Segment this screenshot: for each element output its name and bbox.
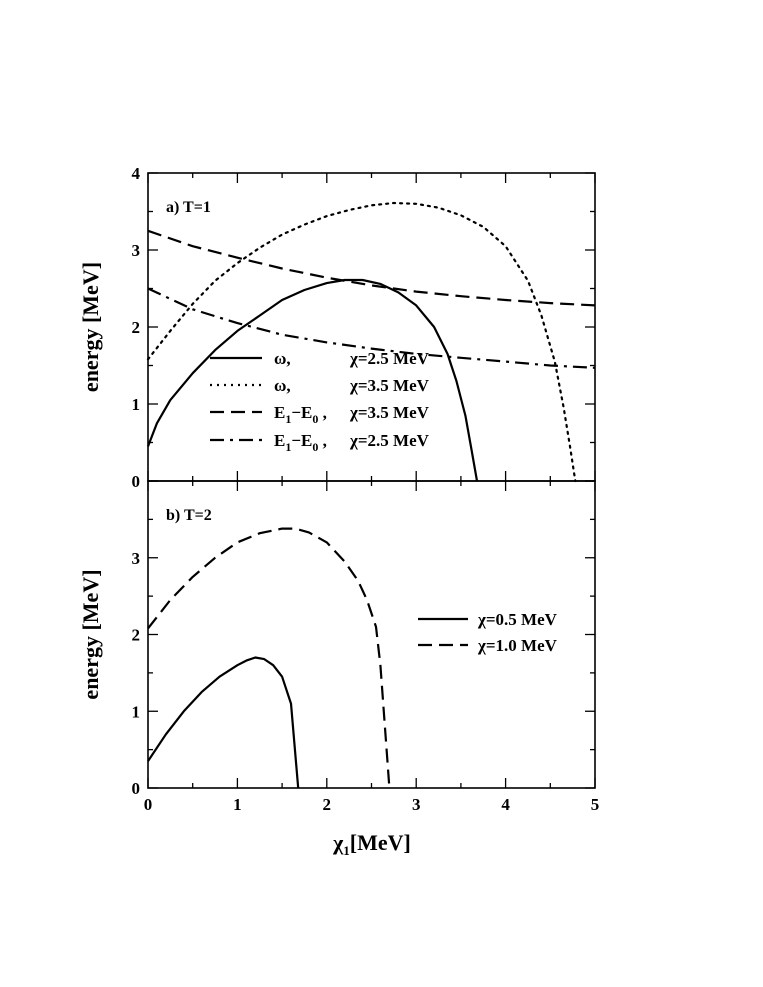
legend-param-3: χ=2.5 MeV: [349, 431, 430, 450]
panel-b-label: b) T=2: [166, 507, 212, 524]
legend-symbol-3: E1−E0 ,: [274, 431, 327, 454]
x-tick-label: 5: [591, 795, 600, 814]
panel-b-ticks: [147, 480, 596, 789]
x-tick-label: 1: [233, 795, 242, 814]
panel-b-curves: [147, 527, 391, 789]
x-tick-label: 0: [144, 795, 153, 814]
y-tick-label: 3: [132, 241, 141, 260]
y-tick-label: 1: [132, 395, 141, 414]
panel-a-label: a) T=1: [166, 199, 211, 216]
legend-label-b-0: χ=0.5 MeV: [477, 610, 558, 629]
legend-param-2: χ=3.5 MeV: [349, 403, 430, 422]
panel-b-legend: χ=0.5 MeV χ=1.0 MeV: [418, 610, 558, 655]
x-tick-label: 4: [501, 795, 510, 814]
legend-symbol-0: ω,: [274, 349, 291, 368]
panel-a-curves: [146, 201, 596, 483]
x-tick-label: 3: [412, 795, 421, 814]
y-tick-label: 2: [132, 318, 141, 337]
series-line-a-0: [146, 278, 479, 482]
y-tick-label: 3: [132, 549, 141, 568]
legend-param-1: χ=3.5 MeV: [349, 376, 430, 395]
panel-b: 0 1 2 3 0 1 2 3 4 5 b) T=2 energy [MeV] χ=0.5 MeV…: [78, 480, 600, 814]
y-tick-label: 0: [132, 472, 141, 491]
panel-b-tick-labels: 0 1 2 3 0 1 2 3 4 5: [132, 549, 600, 814]
legend-label-b-1: χ=1.0 MeV: [477, 636, 558, 655]
series-line-b-0: [147, 656, 300, 789]
series-line-a-1: [146, 201, 577, 483]
panel-a-y-axis-title: energy [MeV]: [78, 262, 103, 392]
series-line-a-3: [147, 287, 596, 369]
legend-symbol-1: ω,: [274, 376, 291, 395]
y-tick-label: 0: [132, 779, 141, 798]
x-tick-label: 2: [323, 795, 332, 814]
x-axis-title: χ1[MeV]: [332, 830, 411, 858]
panel-a: 0 1 2 3 4 a) T=1 energy [MeV] ω, χ=2.5 MeV ω, χ…: [78, 164, 596, 491]
y-tick-label: 4: [132, 164, 141, 183]
series-line-b-1: [147, 527, 391, 789]
y-tick-label: 1: [132, 702, 141, 721]
panel-b-frame: [147, 480, 596, 789]
panel-b-y-axis-title: energy [MeV]: [78, 569, 103, 699]
legend-symbol-2: E1−E0 ,: [274, 403, 327, 426]
legend-param-0: χ=2.5 MeV: [349, 349, 430, 368]
panel-a-legend: ω, χ=2.5 MeV ω, χ=3.5 MeV E1−E0 , χ=3.5 MeV E1…: [210, 349, 430, 454]
series-line-a-2: [147, 229, 596, 307]
y-tick-label: 2: [132, 626, 141, 645]
panel-a-tick-labels: 0 1 2 3 4: [132, 164, 141, 491]
